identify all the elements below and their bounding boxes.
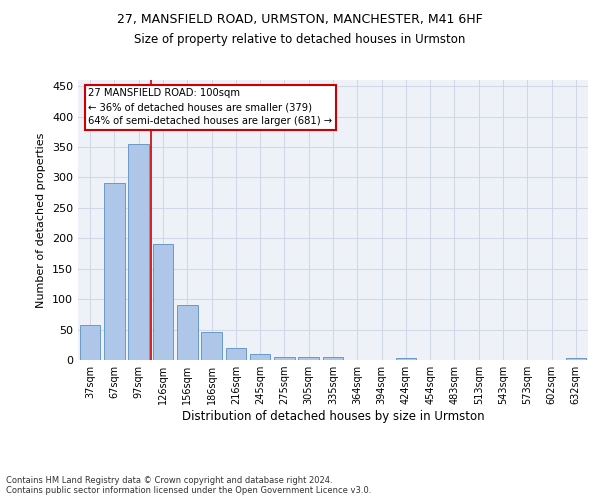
Bar	[395, 358, 416, 360]
Bar	[298, 357, 319, 360]
Bar	[566, 358, 586, 360]
Bar	[80, 324, 100, 360]
Text: Contains HM Land Registry data © Crown copyright and database right 2024.
Contai: Contains HM Land Registry data © Crown c…	[6, 476, 371, 495]
Bar	[323, 357, 343, 360]
Bar	[152, 244, 173, 360]
Text: 27 MANSFIELD ROAD: 100sqm
← 36% of detached houses are smaller (379)
64% of semi: 27 MANSFIELD ROAD: 100sqm ← 36% of detac…	[88, 88, 332, 126]
Bar	[104, 184, 125, 360]
Bar	[177, 305, 197, 360]
Bar	[274, 357, 295, 360]
Text: Size of property relative to detached houses in Urmston: Size of property relative to detached ho…	[134, 32, 466, 46]
Bar	[250, 354, 271, 360]
Bar	[201, 332, 222, 360]
X-axis label: Distribution of detached houses by size in Urmston: Distribution of detached houses by size …	[182, 410, 484, 423]
Bar	[226, 348, 246, 360]
Y-axis label: Number of detached properties: Number of detached properties	[37, 132, 46, 308]
Text: 27, MANSFIELD ROAD, URMSTON, MANCHESTER, M41 6HF: 27, MANSFIELD ROAD, URMSTON, MANCHESTER,…	[117, 12, 483, 26]
Bar	[128, 144, 149, 360]
